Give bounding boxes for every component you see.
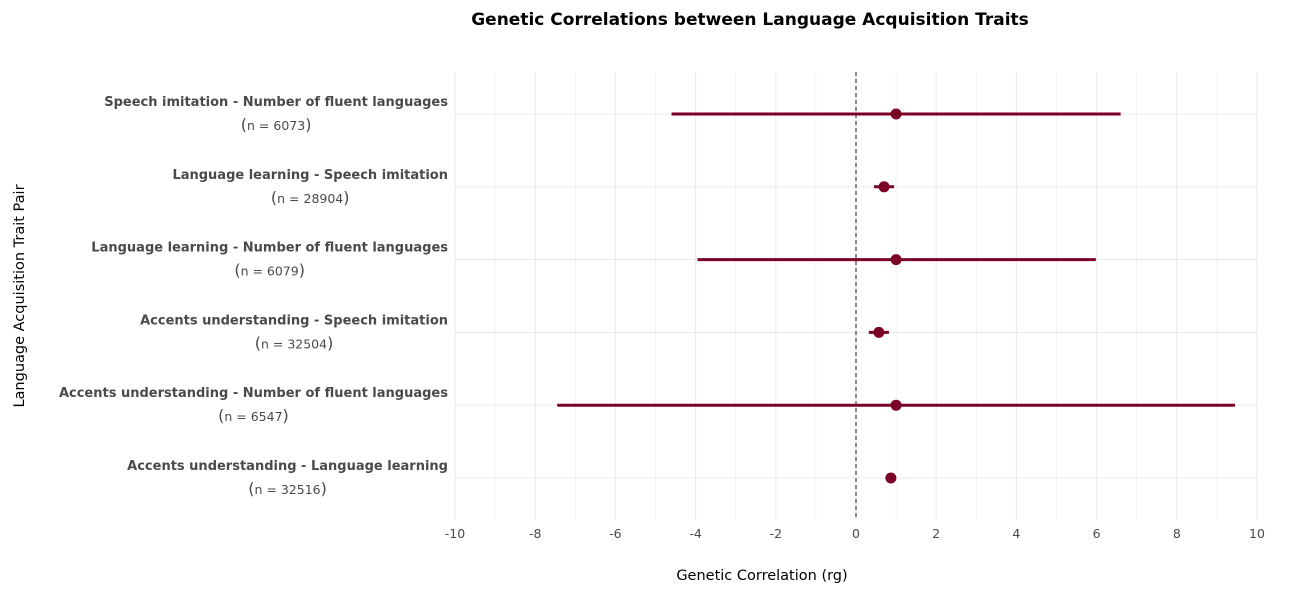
x-tick-label: -2 bbox=[770, 526, 782, 541]
y-category-label: Speech imitation - Number of fluent lang… bbox=[104, 95, 448, 110]
estimate-point bbox=[890, 399, 902, 411]
y-category-label: Language learning - Number of fluent lan… bbox=[91, 241, 448, 256]
x-tick-label: -10 bbox=[445, 526, 465, 541]
y-category-label: Accents understanding - Language learnin… bbox=[127, 459, 448, 474]
x-tick-label: 8 bbox=[1173, 526, 1181, 541]
y-category-sample-size: (n = 6073) bbox=[241, 115, 312, 134]
y-category-label: Accents understanding - Number of fluent… bbox=[59, 386, 448, 401]
x-tick-label: -6 bbox=[609, 526, 622, 541]
y-category-sample-size: (n = 28904) bbox=[271, 188, 350, 207]
x-tick-label: 6 bbox=[1093, 526, 1101, 541]
x-tick-label: 0 bbox=[852, 526, 860, 541]
estimate-point bbox=[890, 108, 902, 120]
chart-title: Genetic Correlations between Language Ac… bbox=[471, 10, 1029, 30]
y-category-label: Language learning - Speech imitation bbox=[172, 168, 448, 183]
x-tick-label: 4 bbox=[1012, 526, 1020, 541]
x-tick-label: 10 bbox=[1249, 526, 1265, 541]
y-category-sample-size: (n = 32504) bbox=[255, 333, 334, 352]
y-category-sample-size: (n = 32516) bbox=[248, 479, 327, 498]
estimate-point bbox=[873, 326, 885, 338]
x-tick-label: -4 bbox=[689, 526, 702, 541]
estimate-point bbox=[878, 181, 890, 193]
y-category-sample-size: (n = 6079) bbox=[234, 261, 305, 280]
estimate-point bbox=[890, 254, 902, 266]
y-category-label: Accents understanding - Speech imitation bbox=[140, 313, 448, 328]
x-tick-label: 2 bbox=[932, 526, 940, 541]
y-category-sample-size: (n = 6547) bbox=[218, 406, 289, 425]
estimate-point bbox=[885, 472, 897, 484]
x-tick-label: -8 bbox=[529, 526, 542, 541]
x-axis-label: Genetic Correlation (rg) bbox=[676, 568, 848, 584]
